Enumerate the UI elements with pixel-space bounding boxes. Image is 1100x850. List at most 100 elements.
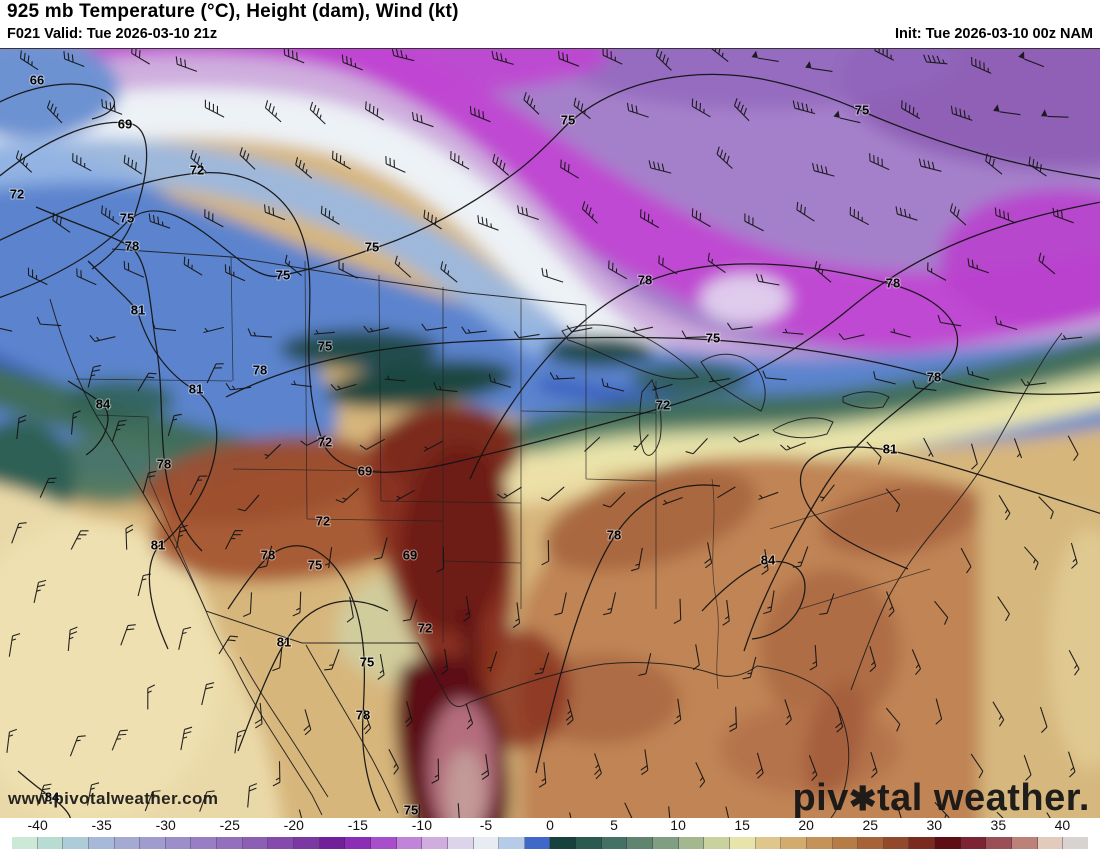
colorbar-segment [986, 837, 1012, 849]
colorbar-segment [140, 837, 166, 849]
baja-coastline [231, 660, 323, 816]
map-canvas[interactable]: 66 69 72 72 75 78 75 75 75 75 78 78 75 78 75 78 81 81 84 72… [0, 48, 1100, 819]
wind-barb [638, 653, 652, 677]
wind-barb [934, 600, 949, 625]
wind-barb [1018, 51, 1045, 68]
wind-barb [167, 413, 182, 437]
wind-barb [137, 573, 151, 597]
colorbar-segment [165, 837, 192, 849]
wind-barb [994, 207, 1016, 224]
wind-barb [89, 335, 116, 342]
wind-barb [70, 410, 81, 435]
wind-barb [602, 49, 623, 65]
contour-label: 81 [277, 634, 291, 649]
wind-barb [639, 209, 659, 229]
wind-barb [814, 260, 832, 283]
wind-barb [733, 98, 750, 122]
wind-barb [67, 626, 78, 651]
wind-barb [431, 758, 440, 784]
wind-barb [463, 596, 471, 622]
wind-barb [873, 371, 896, 385]
colorbar-segment [447, 837, 474, 849]
colorbar-tick: 40 [1054, 817, 1071, 833]
contour-label: 66 [30, 72, 44, 87]
wind-barb [809, 645, 818, 671]
wind-barb [175, 56, 198, 72]
wind-barb [492, 153, 510, 176]
wind-barb [681, 330, 707, 339]
wind-barb [633, 434, 649, 451]
wind-barb [733, 433, 760, 443]
wind-barb [237, 494, 260, 512]
wind-barb [384, 375, 406, 382]
colorbar-tick: -20 [283, 817, 304, 833]
wind-barb [648, 160, 672, 174]
wind-barb [874, 49, 895, 61]
wind-barb [805, 61, 833, 72]
wind-barb [652, 383, 673, 391]
wind-barb [247, 783, 258, 808]
wind-barbs [0, 49, 1083, 819]
wind-barb [388, 749, 399, 775]
wind-barb [303, 709, 312, 736]
wind-barb [450, 151, 470, 170]
wind-barb [993, 104, 1021, 116]
wind-barb [729, 706, 737, 733]
wind-barb [1013, 438, 1023, 459]
lake-ontario [842, 391, 890, 409]
wind-barb [566, 325, 593, 333]
wind-barb [394, 255, 412, 278]
wind-barb [258, 545, 273, 569]
wind-barb [608, 260, 628, 280]
colorbar-segment [678, 837, 705, 849]
wind-barb [218, 635, 238, 655]
wind-barb [373, 537, 388, 560]
wind-barb [335, 487, 360, 503]
wind-barb [869, 646, 877, 673]
contour-label: 75 [404, 802, 418, 817]
wind-barb [1052, 207, 1074, 224]
wind-barb [762, 370, 787, 381]
colorbar-segment [12, 837, 38, 849]
wind-barb [101, 99, 123, 115]
wind-barb [655, 49, 672, 71]
wind-barb [254, 702, 263, 729]
wind-barb [243, 592, 253, 618]
wind-barb [995, 315, 1018, 331]
contour-label: 81 [883, 441, 897, 456]
colorbar-segment [627, 837, 654, 849]
wind-barb [808, 755, 818, 782]
mexico-border [205, 610, 471, 707]
wind-barb [201, 682, 215, 706]
wind-barb [8, 633, 21, 657]
wind-barb [290, 380, 312, 388]
wind-barb [996, 811, 1013, 819]
brand-watermark: piv✱tal weather. [792, 779, 1090, 817]
wind-barb [711, 49, 729, 63]
wind-barb [148, 213, 171, 229]
wind-barb [264, 100, 282, 123]
contour-label: 78 [607, 527, 621, 542]
wind-barb [960, 547, 972, 574]
colorbar-segment [63, 837, 89, 849]
wind-barb [46, 100, 63, 124]
colorbar-tick: -40 [27, 817, 48, 833]
wind-barb [967, 258, 990, 274]
wind-barb [755, 273, 780, 286]
brand-star-icon: ✱ [848, 780, 878, 817]
wind-barb [742, 656, 757, 680]
colorbar-tick: -15 [347, 817, 368, 833]
colorbar-segment [191, 837, 218, 849]
wind-barb [190, 150, 207, 173]
wind-barb [423, 209, 442, 230]
wind-barb [362, 708, 372, 735]
wind-barb [523, 92, 540, 115]
wind-barb [819, 593, 835, 615]
wind-barb [1067, 435, 1079, 462]
colorbar-segment [345, 837, 371, 849]
wind-barb [123, 260, 145, 278]
wind-barb [927, 262, 947, 281]
wind-barb [151, 320, 176, 332]
contour-label: 84 [96, 396, 111, 411]
wind-barb [780, 442, 806, 451]
